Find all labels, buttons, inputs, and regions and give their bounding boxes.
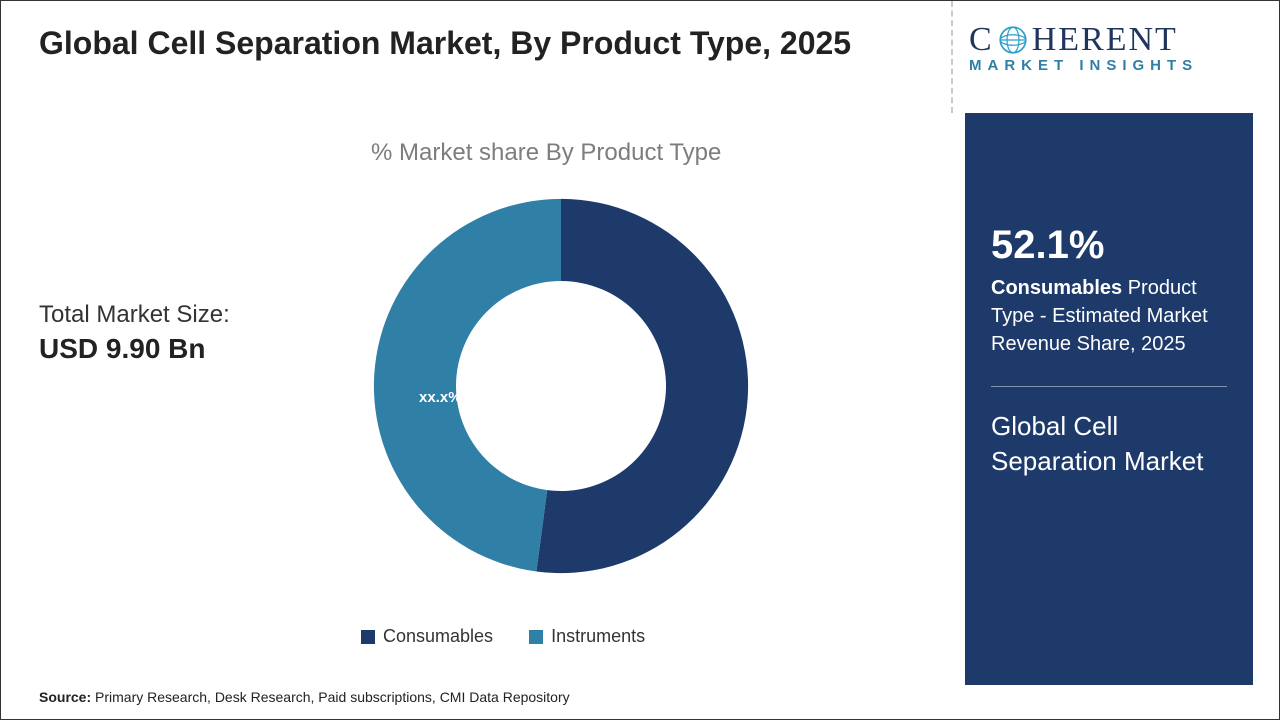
legend-item-instruments: Instruments (529, 626, 645, 647)
slice-label-instruments: xx.x% (419, 389, 462, 406)
legend-label: Instruments (551, 626, 645, 647)
panel-stat-description: Consumables Product Type - Estimated Mar… (991, 274, 1227, 358)
source-text: Primary Research, Desk Research, Paid su… (91, 689, 570, 705)
source-prefix: Source: (39, 689, 91, 705)
logo-subtitle: MARKET INSIGHTS (969, 57, 1249, 74)
logo-text-suffix: HERENT (1032, 21, 1178, 59)
logo-text-prefix: C (969, 21, 994, 59)
infographic-frame: Global Cell Separation Market, By Produc… (0, 0, 1280, 720)
panel-title: Global Cell Separation Market (991, 409, 1227, 479)
legend-swatch (529, 630, 543, 644)
legend-label: Consumables (383, 626, 493, 647)
legend-swatch (361, 630, 375, 644)
main-area: Global Cell Separation Market, By Produc… (1, 1, 951, 719)
chart-subtitle: % Market share By Product Type (371, 139, 721, 167)
donut-chart (351, 176, 771, 596)
source-line: Source: Primary Research, Desk Research,… (39, 689, 570, 705)
panel-stat-bold: Consumables (991, 277, 1122, 299)
market-size-label: Total Market Size: (39, 301, 230, 329)
side-panel: 52.1% Consumables Product Type - Estimat… (965, 113, 1253, 685)
vertical-divider (951, 1, 953, 113)
panel-divider (991, 386, 1227, 387)
legend: Consumables Instruments (361, 626, 645, 647)
market-size-value: USD 9.90 Bn (39, 333, 206, 365)
brand-logo: C HERENT MARKET INSIGHTS (969, 21, 1249, 74)
page-title: Global Cell Separation Market, By Produc… (39, 23, 899, 63)
globe-icon (998, 25, 1028, 55)
donut-slice (374, 199, 561, 572)
donut-slice (536, 199, 748, 573)
donut-svg (351, 176, 771, 596)
slice-label-consumables: 52.1% (621, 389, 664, 406)
legend-item-consumables: Consumables (361, 626, 493, 647)
panel-stat-percent: 52.1% (991, 223, 1227, 268)
